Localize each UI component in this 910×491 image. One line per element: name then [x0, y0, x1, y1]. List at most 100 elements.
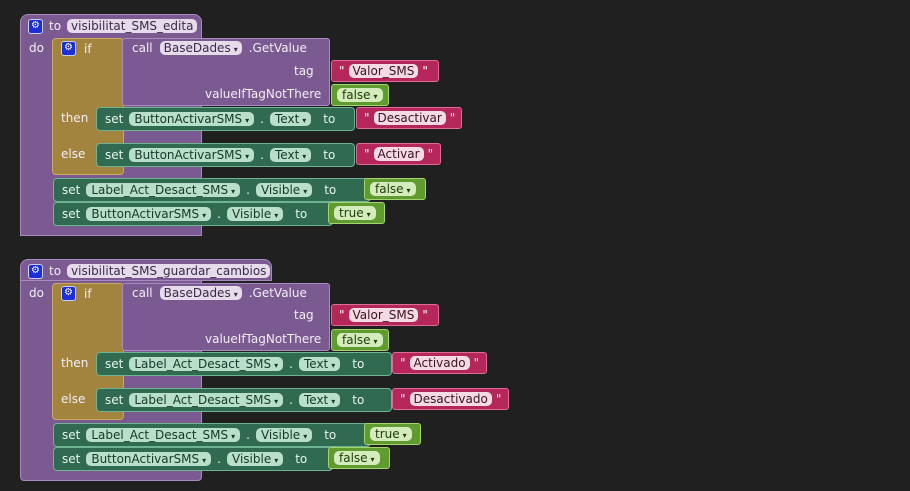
- to-keyword: to: [295, 452, 308, 466]
- set-keyword: set: [62, 428, 81, 442]
- then-keyword: then: [61, 111, 89, 125]
- dropdown-caret-icon: ▾: [331, 397, 336, 406]
- call-keyword: call: [132, 286, 153, 300]
- component-dropdown[interactable]: ButtonActivarSMS ▾: [86, 207, 212, 221]
- boolean-dropdown[interactable]: true ▾: [370, 427, 412, 441]
- boolean-dropdown[interactable]: true ▾: [334, 206, 376, 220]
- dropdown-caret-icon: ▾: [302, 152, 307, 161]
- boolean-dropdown[interactable]: false ▾: [337, 333, 383, 347]
- to-keyword: to: [324, 428, 337, 442]
- to-keyword: to: [352, 357, 365, 371]
- boolean-block-default[interactable]: false ▾: [331, 84, 389, 106]
- property-dropdown[interactable]: Text ▾: [270, 148, 312, 162]
- set-text-block-else[interactable]: set ButtonActivarSMS ▾ . Text ▾ to: [96, 143, 355, 167]
- boolean-block[interactable]: false ▾: [328, 447, 390, 469]
- text-value[interactable]: Valor_SMS: [348, 64, 419, 78]
- boolean-block[interactable]: false ▾: [364, 178, 426, 200]
- to-keyword: to: [49, 264, 62, 278]
- tag-label: tag: [294, 308, 314, 322]
- boolean-block[interactable]: true ▾: [364, 423, 421, 445]
- property-dropdown[interactable]: Text ▾: [270, 112, 312, 126]
- component-dropdown[interactable]: ButtonActivarSMS ▾: [129, 112, 255, 126]
- set-keyword: set: [105, 393, 124, 407]
- set-visible-block[interactable]: set Label_Act_Desact_SMS ▾ . Visible ▾ to: [53, 178, 371, 202]
- text-block-else-value[interactable]: " Desactivado ": [392, 388, 509, 410]
- dropdown-caret-icon: ▾: [373, 92, 378, 101]
- property-dropdown[interactable]: Visible ▾: [255, 183, 313, 197]
- set-text-block-then[interactable]: set ButtonActivarSMS ▾ . Text ▾ to: [96, 107, 355, 131]
- dropdown-caret-icon: ▾: [366, 210, 371, 219]
- dropdown-caret-icon: ▾: [274, 456, 279, 465]
- text-value[interactable]: Desactivar: [373, 111, 446, 125]
- to-keyword: to: [49, 19, 62, 33]
- if-header: ⚙ if: [61, 41, 92, 56]
- procedure-name-field[interactable]: visibilitat_SMS_edita: [67, 19, 198, 33]
- component-dropdown[interactable]: Label_Act_Desact_SMS ▾: [86, 183, 241, 197]
- property-dropdown[interactable]: Visible ▾: [255, 428, 313, 442]
- dropdown-caret-icon: ▾: [373, 337, 378, 346]
- property-dropdown[interactable]: Text ▾: [298, 393, 341, 407]
- dropdown-caret-icon: ▾: [274, 211, 279, 220]
- dropdown-caret-icon: ▾: [331, 361, 336, 370]
- text-value[interactable]: Desactivado: [409, 392, 492, 406]
- call-header: call BaseDades ▾ .GetValue: [132, 286, 307, 300]
- property-dropdown[interactable]: Text ▾: [298, 357, 341, 371]
- to-keyword: to: [324, 183, 337, 197]
- boolean-block[interactable]: true ▾: [328, 202, 385, 224]
- set-keyword: set: [62, 207, 81, 221]
- procedure-header: ⚙ to visibilitat_SMS_edita: [28, 17, 198, 35]
- component-dropdown[interactable]: BaseDades ▾: [159, 41, 242, 55]
- text-block-then-value[interactable]: " Desactivar ": [356, 107, 462, 129]
- dropdown-caret-icon: ▾: [233, 45, 238, 54]
- dropdown-caret-icon: ▾: [274, 397, 279, 406]
- text-block-tag[interactable]: " Valor_SMS ": [331, 60, 439, 82]
- getvalue-call-block[interactable]: [122, 283, 330, 351]
- dropdown-caret-icon: ▾: [303, 187, 308, 196]
- procedure-header: ⚙ to visibilitat_SMS_guardar_cambios: [28, 262, 271, 280]
- to-keyword: to: [352, 393, 365, 407]
- boolean-dropdown[interactable]: false ▾: [370, 182, 416, 196]
- set-visible-block[interactable]: set ButtonActivarSMS ▾ . Visible ▾ to: [53, 202, 333, 226]
- component-dropdown[interactable]: BaseDades ▾: [159, 286, 242, 300]
- to-keyword: to: [323, 112, 336, 126]
- boolean-block-default[interactable]: false ▾: [331, 329, 389, 351]
- procedure-name-field[interactable]: visibilitat_SMS_guardar_cambios: [67, 264, 271, 278]
- set-keyword: set: [62, 183, 81, 197]
- component-dropdown[interactable]: Label_Act_Desact_SMS ▾: [129, 357, 284, 371]
- set-text-block-else[interactable]: set Label_Act_Desact_SMS ▾ . Text ▾ to: [96, 388, 392, 412]
- dropdown-caret-icon: ▾: [302, 116, 307, 125]
- text-value[interactable]: Activar: [373, 147, 424, 161]
- component-dropdown[interactable]: Label_Act_Desact_SMS ▾: [129, 393, 284, 407]
- text-block-tag[interactable]: " Valor_SMS ": [331, 304, 439, 326]
- else-keyword: else: [61, 392, 86, 406]
- set-visible-block[interactable]: set Label_Act_Desact_SMS ▾ . Visible ▾ to: [53, 423, 371, 447]
- set-visible-block[interactable]: set ButtonActivarSMS ▾ . Visible ▾ to: [53, 447, 333, 471]
- property-dropdown[interactable]: Visible ▾: [227, 452, 284, 466]
- call-header: call BaseDades ▾ .GetValue: [132, 41, 307, 55]
- property-dropdown[interactable]: Visible ▾: [227, 207, 284, 221]
- boolean-dropdown[interactable]: false ▾: [334, 451, 380, 465]
- dropdown-caret-icon: ▾: [202, 211, 207, 220]
- dropdown-caret-icon: ▾: [245, 116, 250, 125]
- dropdown-caret-icon: ▾: [406, 186, 411, 195]
- component-dropdown[interactable]: Label_Act_Desact_SMS ▾: [86, 428, 241, 442]
- tag-label: tag: [294, 64, 314, 78]
- set-text-block-then[interactable]: set Label_Act_Desact_SMS ▾ . Text ▾ to: [96, 352, 392, 376]
- text-block-else-value[interactable]: " Activar ": [356, 143, 441, 165]
- text-block-then-value[interactable]: " Activado ": [392, 352, 487, 374]
- set-keyword: set: [62, 452, 81, 466]
- component-dropdown[interactable]: ButtonActivarSMS ▾: [86, 452, 212, 466]
- text-value[interactable]: Valor_SMS: [348, 308, 419, 322]
- dropdown-caret-icon: ▾: [370, 455, 375, 464]
- boolean-dropdown[interactable]: false ▾: [337, 88, 383, 102]
- mutator-gear-icon[interactable]: ⚙: [28, 18, 43, 34]
- if-mutator-gear-icon[interactable]: ⚙: [61, 286, 76, 301]
- text-value[interactable]: Activado: [409, 356, 470, 370]
- if-keyword: if: [84, 41, 92, 56]
- mutator-gear-icon[interactable]: ⚙: [28, 263, 43, 279]
- if-mutator-gear-icon[interactable]: ⚙: [61, 41, 76, 56]
- method-name: .GetValue: [248, 286, 307, 300]
- component-dropdown[interactable]: ButtonActivarSMS ▾: [129, 148, 255, 162]
- call-keyword: call: [132, 41, 153, 55]
- else-keyword: else: [61, 147, 86, 161]
